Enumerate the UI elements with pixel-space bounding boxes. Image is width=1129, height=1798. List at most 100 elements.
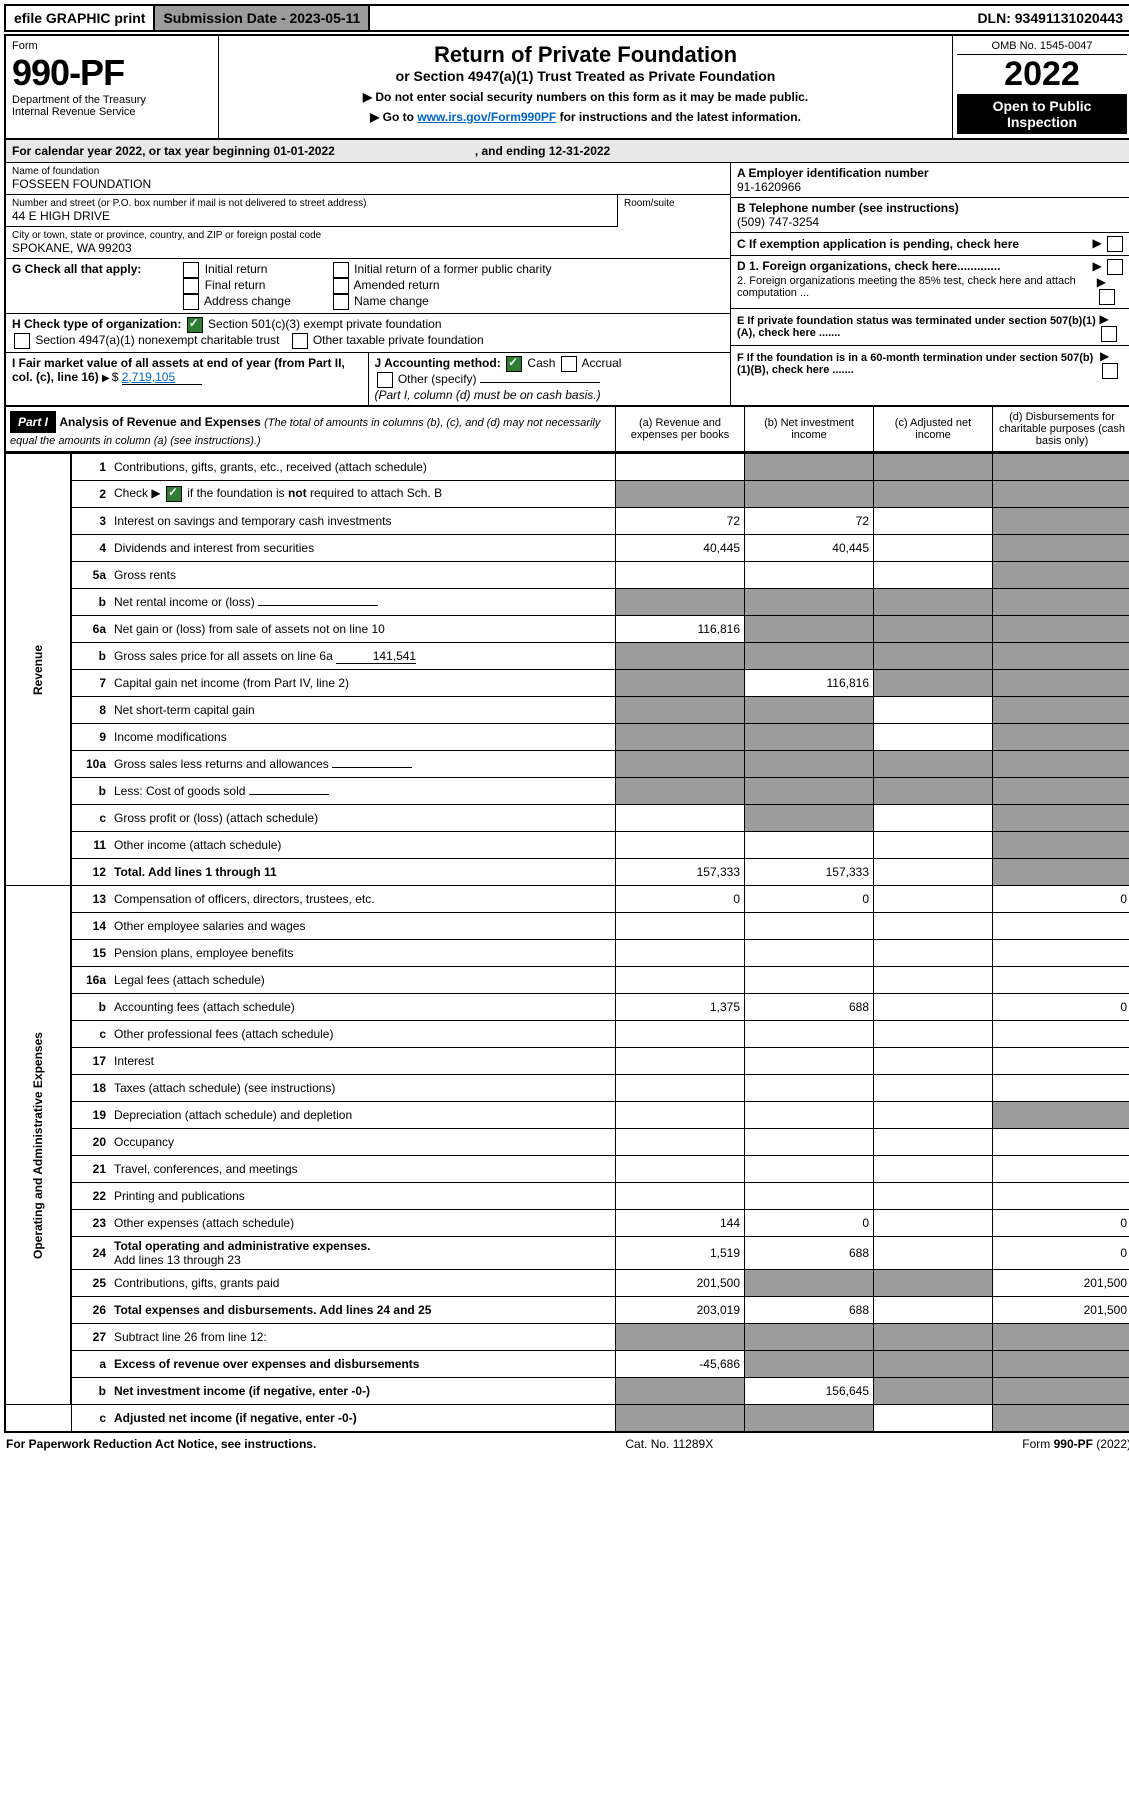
row27: Subtract line 26 from line 12:: [110, 1324, 616, 1351]
initial-return-cb[interactable]: [183, 262, 199, 278]
address-change-cb[interactable]: [183, 294, 199, 310]
row12: Total. Add lines 1 through 11: [110, 859, 616, 886]
r4a: 40,445: [616, 535, 745, 562]
row14: Other employee salaries and wages: [110, 913, 616, 940]
r25a: 201,500: [616, 1270, 745, 1297]
part1-title: Analysis of Revenue and Expenses: [59, 415, 260, 429]
part1-header: Part I Analysis of Revenue and Expenses …: [4, 407, 1129, 453]
addr-label: Number and street (or P.O. box number if…: [12, 198, 611, 209]
efile-label: efile GRAPHIC print: [6, 6, 155, 30]
foundation-name: FOSSEEN FOUNDATION: [12, 177, 724, 191]
60month-cb[interactable]: [1102, 363, 1118, 379]
foreign-org-cb[interactable]: [1107, 259, 1123, 275]
row19: Depreciation (attach schedule) and deple…: [110, 1102, 616, 1129]
row26: Total expenses and disbursements. Add li…: [110, 1297, 616, 1324]
row17: Interest: [110, 1048, 616, 1075]
row7: Capital gain net income (from Part IV, l…: [110, 670, 616, 697]
r16bb: 688: [745, 994, 874, 1021]
accrual-cb[interactable]: [561, 356, 577, 372]
dln: DLN: 93491131020443: [969, 6, 1129, 30]
tax-year: 2022: [957, 55, 1127, 94]
room-label: Room/suite: [624, 198, 724, 209]
d2-label: 2. Foreign organizations meeting the 85%…: [737, 275, 1097, 305]
85pct-cb[interactable]: [1099, 289, 1115, 305]
r12a: 157,333: [616, 859, 745, 886]
row18: Taxes (attach schedule) (see instruction…: [110, 1075, 616, 1102]
j-note: (Part I, column (d) must be on cash basi…: [375, 388, 601, 402]
row16c: Other professional fees (attach schedule…: [110, 1021, 616, 1048]
ein-value: 91-1620966: [737, 180, 1125, 194]
row25: Contributions, gifts, grants paid: [110, 1270, 616, 1297]
row16b: Accounting fees (attach schedule): [110, 994, 616, 1021]
r6aa: 116,816: [616, 616, 745, 643]
calendar-year-row: For calendar year 2022, or tax year begi…: [4, 140, 1129, 163]
row5a: Gross rents: [110, 562, 616, 589]
r7b: 116,816: [745, 670, 874, 697]
r27bb: 156,645: [745, 1378, 874, 1405]
schb-cb[interactable]: [166, 486, 182, 502]
r4b: 40,445: [745, 535, 874, 562]
r16ba: 1,375: [616, 994, 745, 1021]
j-other: Other (specify): [398, 372, 477, 386]
calyear-end: , and ending 12-31-2022: [475, 144, 610, 158]
r26d: 201,500: [993, 1297, 1129, 1324]
exemption-cb[interactable]: [1107, 236, 1123, 252]
fmv-link[interactable]: 2,719,105: [122, 370, 202, 385]
form-title: Return of Private Foundation: [225, 42, 946, 68]
r25d: 201,500: [993, 1270, 1129, 1297]
f-label: F If the foundation is in a 60-month ter…: [737, 352, 1100, 376]
instr2-pre: ▶ Go to: [370, 110, 417, 124]
footer: For Paperwork Reduction Act Notice, see …: [4, 1433, 1129, 1455]
footer-left: For Paperwork Reduction Act Notice, see …: [6, 1437, 316, 1451]
open-to-public: Open to Public Inspection: [957, 94, 1127, 134]
initial-former-cb[interactable]: [333, 262, 349, 278]
501c3-cb[interactable]: [187, 317, 203, 333]
row27b: Net investment income (if negative, ente…: [110, 1378, 616, 1405]
phone-value: (509) 747-3254: [737, 215, 1125, 229]
row13: Compensation of officers, directors, tru…: [110, 886, 616, 913]
omb-no: OMB No. 1545-0047: [957, 40, 1127, 55]
revenue-side: Revenue: [5, 454, 71, 886]
form-label: Form: [12, 40, 212, 52]
ein-label: A Employer identification number: [737, 166, 1125, 180]
col-a-hdr: (a) Revenue and expenses per books: [615, 407, 744, 451]
row5b: Net rental income or (loss): [110, 589, 616, 616]
final-return-cb[interactable]: [183, 278, 199, 294]
d1-label: D 1. Foreign organizations, check here..…: [737, 259, 1000, 275]
r13d: 0: [993, 886, 1129, 913]
cash-cb[interactable]: [506, 356, 522, 372]
form-url-link[interactable]: www.irs.gov/Form990PF: [417, 110, 556, 124]
amended-cb[interactable]: [333, 278, 349, 294]
r26a: 203,019: [616, 1297, 745, 1324]
terminated-cb[interactable]: [1101, 326, 1117, 342]
opt-amended: Amended return: [353, 278, 439, 292]
row8: Net short-term capital gain: [110, 697, 616, 724]
row6a: Net gain or (loss) from sale of assets n…: [110, 616, 616, 643]
name-change-cb[interactable]: [333, 294, 349, 310]
row27a: Excess of revenue over expenses and disb…: [110, 1351, 616, 1378]
row11: Other income (attach schedule): [110, 832, 616, 859]
r12b: 157,333: [745, 859, 874, 886]
instr-1: ▶ Do not enter social security numbers o…: [225, 90, 946, 104]
row15: Pension plans, employee benefits: [110, 940, 616, 967]
city-label: City or town, state or province, country…: [12, 230, 724, 241]
row10b: Less: Cost of goods sold: [110, 778, 616, 805]
row10a: Gross sales less returns and allowances: [110, 751, 616, 778]
row27c: Adjusted net income (if negative, enter …: [110, 1405, 616, 1433]
4947-cb[interactable]: [14, 333, 30, 349]
part1-table: Revenue 1Contributions, gifts, grants, e…: [4, 453, 1129, 1433]
other-method-cb[interactable]: [377, 372, 393, 388]
row9: Income modifications: [110, 724, 616, 751]
row3: Interest on savings and temporary cash i…: [110, 508, 616, 535]
r6b-val: 141,541: [336, 649, 416, 664]
col-c-hdr: (c) Adjusted net income: [873, 407, 992, 451]
opt-final: Final return: [205, 278, 266, 292]
row4: Dividends and interest from securities: [110, 535, 616, 562]
row20: Occupancy: [110, 1129, 616, 1156]
row21: Travel, conferences, and meetings: [110, 1156, 616, 1183]
other-tax-cb[interactable]: [292, 333, 308, 349]
row23: Other expenses (attach schedule): [110, 1210, 616, 1237]
g-label: G Check all that apply:: [12, 262, 141, 310]
e-label: E If private foundation status was termi…: [737, 315, 1099, 339]
c-label: C If exemption application is pending, c…: [737, 237, 1019, 251]
